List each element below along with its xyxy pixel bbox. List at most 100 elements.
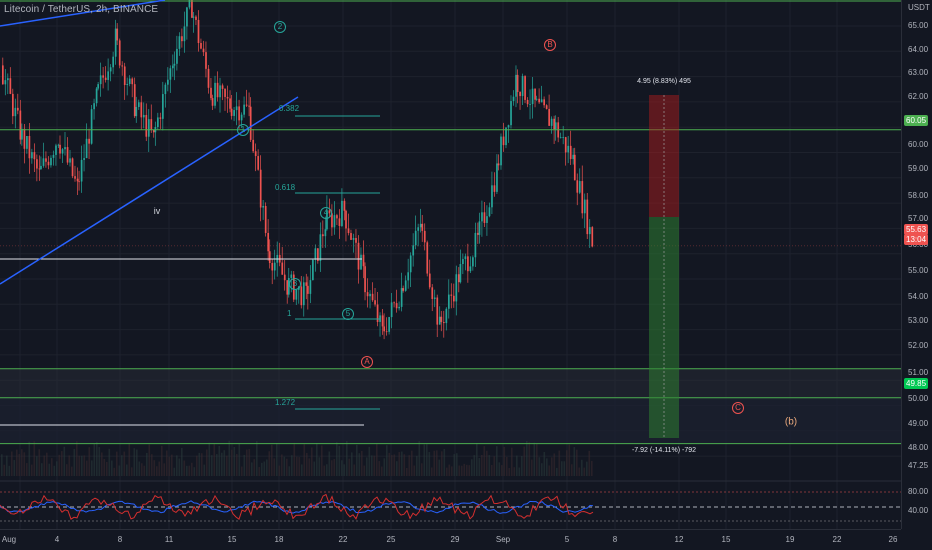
volume-bar <box>211 455 213 476</box>
candle-body <box>76 178 79 182</box>
candle-body <box>407 272 410 281</box>
candle-body <box>221 85 224 89</box>
volume-bar <box>108 448 111 476</box>
volume-bar <box>526 440 528 476</box>
price-label-current: 55.63 <box>904 224 929 235</box>
volume-bar <box>321 445 323 476</box>
candle-body <box>283 274 286 281</box>
volume-bar <box>128 442 131 476</box>
candle-body <box>428 273 431 288</box>
candle-body <box>576 180 579 193</box>
volume-bar <box>238 443 241 476</box>
price-tick: 53.00 <box>908 316 929 325</box>
candle-body <box>19 110 22 140</box>
volume-bar <box>201 453 203 476</box>
candle-body <box>240 114 243 121</box>
volume-bar <box>206 449 208 476</box>
volume-bar <box>218 445 221 476</box>
candle-body <box>586 199 589 235</box>
volume-bar <box>173 467 176 476</box>
time-tick: Sep <box>495 535 511 544</box>
candle-body <box>257 156 260 170</box>
volume-bar <box>556 467 558 476</box>
wave-label-4: 4 <box>320 207 332 219</box>
candle-body <box>47 161 50 166</box>
candle-body <box>350 233 352 240</box>
candle-body <box>395 303 398 309</box>
candle-body <box>581 181 584 214</box>
price-axis[interactable]: 65.0064.0063.0062.0061.0060.0059.0058.00… <box>901 0 932 529</box>
volume-bar <box>413 465 416 476</box>
candle-body <box>442 322 445 324</box>
volume-bar <box>36 456 38 476</box>
volume-bar <box>423 444 426 476</box>
volume-bar <box>421 463 423 476</box>
volume-bar <box>56 461 58 476</box>
candle-body <box>583 199 586 214</box>
position-stop-label: -7.92 (-14.11%) -792 <box>631 447 697 454</box>
candle-body <box>488 207 491 217</box>
volume-bar <box>398 452 401 476</box>
time-tick: 22 <box>832 535 842 544</box>
candle-body <box>36 159 38 169</box>
volume-bar <box>318 457 321 476</box>
candle-body <box>176 48 178 64</box>
volume-bar <box>366 457 368 476</box>
volume-bar <box>116 451 118 476</box>
symbol-title[interactable]: Litecoin / TetherUS, 2h, BINANCE <box>4 4 159 15</box>
time-axis[interactable]: Aug 4 8 11 15 18 22 25 29 Sep 5 8 12 15 19 22 26 <box>0 529 901 550</box>
time-tick: 8 <box>117 535 123 544</box>
candle-body <box>33 152 36 160</box>
volume-bar <box>276 442 278 476</box>
rsi-line <box>0 493 594 521</box>
candle-body <box>459 264 462 283</box>
volume-bar <box>13 460 16 476</box>
candle-body <box>259 169 262 208</box>
volume-bar <box>493 456 496 476</box>
candle-body <box>521 76 524 97</box>
volume-bar <box>291 455 293 476</box>
candle-body <box>38 168 41 170</box>
candle-body <box>207 68 210 88</box>
candle-body <box>567 145 570 153</box>
candle-body <box>534 88 536 100</box>
volume-bar <box>6 455 8 476</box>
candle-body <box>142 114 145 118</box>
candle-body <box>507 125 510 128</box>
volume-bar <box>88 447 91 476</box>
volume-bar <box>23 452 26 476</box>
volume-bar <box>438 459 441 476</box>
candle-body <box>324 229 327 237</box>
candle-body <box>202 48 205 53</box>
candle-body <box>376 304 379 322</box>
candle-body <box>493 185 496 192</box>
candle-body <box>486 216 488 223</box>
candle-body <box>569 145 572 160</box>
volume-bar <box>143 465 146 476</box>
candle-body <box>474 232 477 258</box>
volume-bar <box>476 443 478 476</box>
candle-body <box>496 163 498 192</box>
trend-line <box>0 0 166 27</box>
candle-body <box>426 242 429 274</box>
volume-bar <box>86 460 88 476</box>
volume-bar <box>506 456 508 476</box>
price-tick: 60.00 <box>908 140 929 149</box>
volume-bar <box>363 465 366 476</box>
volume-bar <box>146 452 148 476</box>
time-tick: 18 <box>274 535 284 544</box>
candle-body <box>200 43 202 49</box>
volume-bar <box>546 458 548 476</box>
volume-bar <box>331 460 333 476</box>
candle-body <box>14 107 17 117</box>
candle-body <box>516 74 519 93</box>
candle-body <box>205 52 207 69</box>
volume-bar <box>478 457 481 476</box>
candle-body <box>147 119 150 137</box>
candle-body <box>431 287 434 299</box>
volume-bar <box>513 467 516 476</box>
volume-bar <box>553 453 556 476</box>
volume-bar <box>256 441 258 476</box>
